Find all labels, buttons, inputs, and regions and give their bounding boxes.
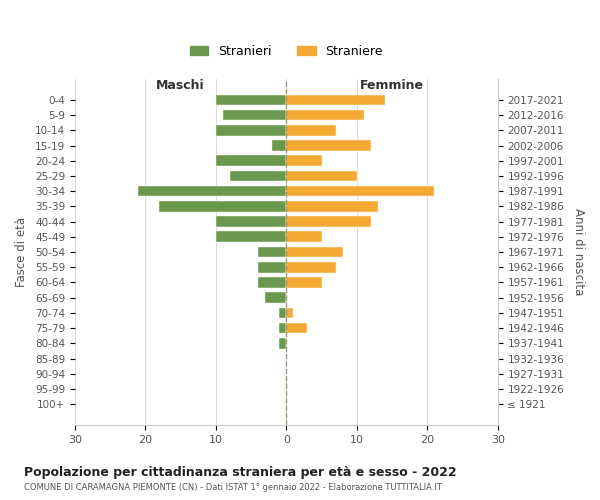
Bar	[286, 94, 385, 105]
Bar	[265, 292, 286, 303]
Bar	[286, 110, 364, 120]
Text: Popolazione per cittadinanza straniera per età e sesso - 2022: Popolazione per cittadinanza straniera p…	[24, 466, 457, 479]
Text: Maschi: Maschi	[156, 80, 205, 92]
Bar	[230, 170, 286, 181]
Bar	[286, 216, 371, 227]
Bar	[286, 323, 307, 334]
Text: Femmine: Femmine	[360, 80, 424, 92]
Bar	[139, 186, 286, 196]
Bar	[286, 246, 343, 258]
Bar	[258, 277, 286, 288]
Bar	[286, 125, 335, 136]
Bar	[223, 110, 286, 120]
Bar	[216, 125, 286, 136]
Bar	[279, 323, 286, 334]
Bar	[286, 156, 322, 166]
Bar	[286, 201, 378, 211]
Bar	[286, 277, 322, 288]
Text: COMUNE DI CARAMAGNA PIEMONTE (CN) - Dati ISTAT 1° gennaio 2022 - Elaborazione TU: COMUNE DI CARAMAGNA PIEMONTE (CN) - Dati…	[24, 483, 442, 492]
Bar	[286, 308, 293, 318]
Bar	[286, 186, 434, 196]
Bar	[216, 232, 286, 242]
Bar	[216, 94, 286, 105]
Bar	[286, 262, 335, 272]
Bar	[216, 156, 286, 166]
Y-axis label: Anni di nascita: Anni di nascita	[572, 208, 585, 296]
Bar	[279, 308, 286, 318]
Bar	[286, 140, 371, 151]
Bar	[160, 201, 286, 211]
Bar	[258, 246, 286, 258]
Bar	[286, 170, 357, 181]
Bar	[216, 216, 286, 227]
Bar	[286, 232, 322, 242]
Legend: Stranieri, Straniere: Stranieri, Straniere	[185, 40, 388, 63]
Bar	[279, 338, 286, 348]
Y-axis label: Fasce di età: Fasce di età	[15, 217, 28, 287]
Bar	[258, 262, 286, 272]
Bar	[272, 140, 286, 151]
